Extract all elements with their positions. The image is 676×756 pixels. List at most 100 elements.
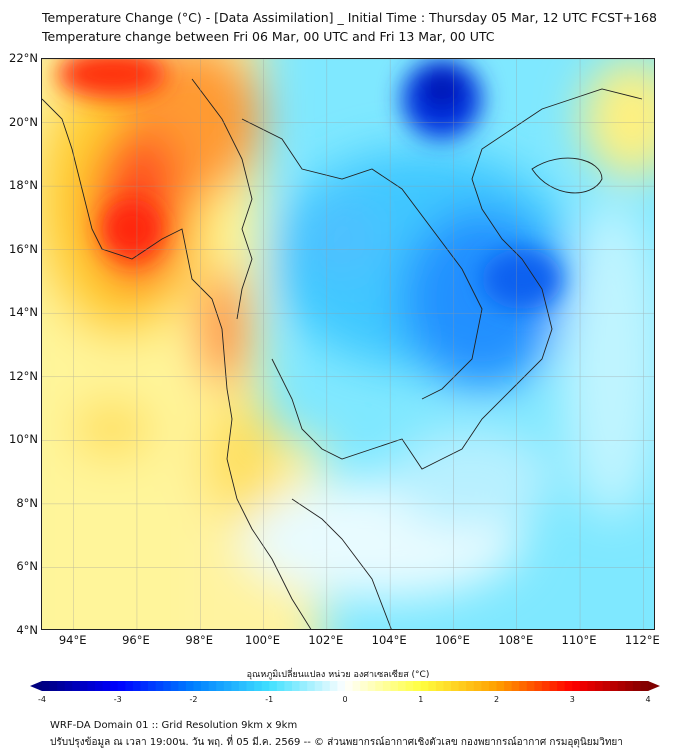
colorbar-tick-label: -4 (38, 695, 46, 704)
colorbar-segment (519, 681, 528, 691)
colorbar-segment (72, 681, 81, 691)
colorbar-segment (504, 681, 513, 691)
colorbar-segment (79, 681, 88, 691)
lon-label: 98°E (185, 633, 214, 647)
colorbar-segment (610, 681, 619, 691)
colorbar-segment (307, 681, 316, 691)
colorbar-tick-label: 0 (342, 695, 348, 704)
lon-label: 94°E (58, 633, 87, 647)
colorbar-segment (587, 681, 596, 691)
colorbar-segment (185, 681, 194, 691)
colorbar-segment (299, 681, 308, 691)
colorbar-tick-label: 1 (418, 695, 424, 704)
colorbar-segment (117, 681, 126, 691)
colorbar-segment (42, 681, 50, 691)
colorbar-segment (57, 681, 66, 691)
lat-label: 8°N (16, 495, 38, 510)
colorbar-segment (284, 681, 293, 691)
lat-label: 6°N (16, 559, 38, 574)
colorbar-segment (382, 681, 391, 691)
colorbar-segment (367, 681, 376, 691)
colorbar-segment (208, 681, 217, 691)
colorbar-tick-label: 4 (645, 695, 651, 704)
colorbar-segment (398, 681, 406, 691)
colorbar-segment (549, 681, 558, 691)
colorbar-segment (345, 681, 353, 691)
colorbar-segment (64, 681, 73, 691)
colorbar-segment (170, 681, 179, 691)
colorbar-segment (87, 681, 96, 691)
colorbar-segment (231, 681, 240, 691)
lat-label: 10°N (9, 432, 38, 447)
colorbar-tick-label: -3 (113, 695, 122, 704)
colorbar-segment (95, 681, 103, 691)
colorbar-segment (435, 681, 444, 691)
colorbar-segment (473, 681, 482, 691)
colorbar-segment (488, 681, 497, 691)
lat-label: 22°N (9, 51, 38, 65)
colorbar-segment (564, 681, 573, 691)
colorbar-segment (276, 681, 285, 691)
colorbar-segment (541, 681, 550, 691)
colorbar-segment (246, 681, 255, 691)
colorbar-segment (390, 681, 399, 691)
colorbar-segment (352, 681, 361, 691)
colorbar-segment (291, 681, 300, 691)
colorbar-segment (557, 681, 566, 691)
lat-label: 20°N (9, 114, 38, 129)
colorbar-tick-label: 3 (569, 695, 575, 704)
colorbar-segment (178, 681, 187, 691)
colorbar-segment (428, 681, 437, 691)
colorbar-segment (511, 681, 520, 691)
chart-subtitle: Temperature change between Fri 06 Mar, 0… (42, 29, 495, 44)
colorbar-segment (110, 681, 119, 691)
colorbar-segment (625, 681, 634, 691)
colorbar-segment (125, 681, 134, 691)
colorbar-segment (375, 681, 384, 691)
map-field (42, 59, 654, 629)
colorbar-extend-max (648, 681, 660, 691)
colorbar-segment (155, 681, 164, 691)
temperature-change-map (41, 58, 655, 630)
colorbar-segment (140, 681, 149, 691)
colorbar-segment (413, 681, 422, 691)
colorbar-segment (466, 681, 475, 691)
colorbar-segment (132, 681, 141, 691)
colorbar-segment (572, 681, 581, 691)
colorbar-tick-label: 2 (493, 695, 500, 704)
colorbar-segment (632, 681, 641, 691)
colorbar-title: อุณหภูมิเปลี่ยนแปลง หน่วย องศาเซลเซียส (… (246, 670, 430, 680)
colorbar-segment (420, 681, 429, 691)
colorbar-segment (314, 681, 323, 691)
colorbar-segment (451, 681, 460, 691)
lon-label: 106°E (434, 633, 470, 647)
lon-label: 108°E (498, 633, 534, 647)
colorbar-extend-min (30, 681, 42, 691)
lat-label: 18°N (9, 178, 38, 193)
colorbar-segment (443, 681, 452, 691)
colorbar-segment (360, 681, 369, 691)
colorbar-segment (254, 681, 263, 691)
colorbar-segment (163, 681, 172, 691)
colorbar-segment (269, 681, 278, 691)
colorbar-segment (337, 681, 346, 691)
footer-model-info: WRF-DA Domain 01 :: Grid Resolution 9km … (50, 720, 298, 731)
colorbar-segment (458, 681, 467, 691)
lat-label: 12°N (9, 368, 38, 383)
colorbar (30, 681, 660, 691)
colorbar-segment (594, 681, 603, 691)
colorbar-segment (148, 681, 157, 691)
colorbar-segment (329, 681, 338, 691)
colorbar-tick-label: -1 (265, 695, 274, 704)
colorbar-segment (579, 681, 588, 691)
colorbar-segment (405, 681, 414, 691)
colorbar-segment (322, 681, 331, 691)
lon-label: 100°E (245, 633, 281, 647)
colorbar-segment (617, 681, 626, 691)
lon-label: 104°E (371, 633, 407, 647)
colorbar-segment (238, 681, 247, 691)
colorbar-segment (216, 681, 225, 691)
chart-title: Temperature Change (°C) - [Data Assimila… (42, 10, 657, 25)
colorbar-segment (481, 681, 490, 691)
colorbar-segment (49, 681, 58, 691)
